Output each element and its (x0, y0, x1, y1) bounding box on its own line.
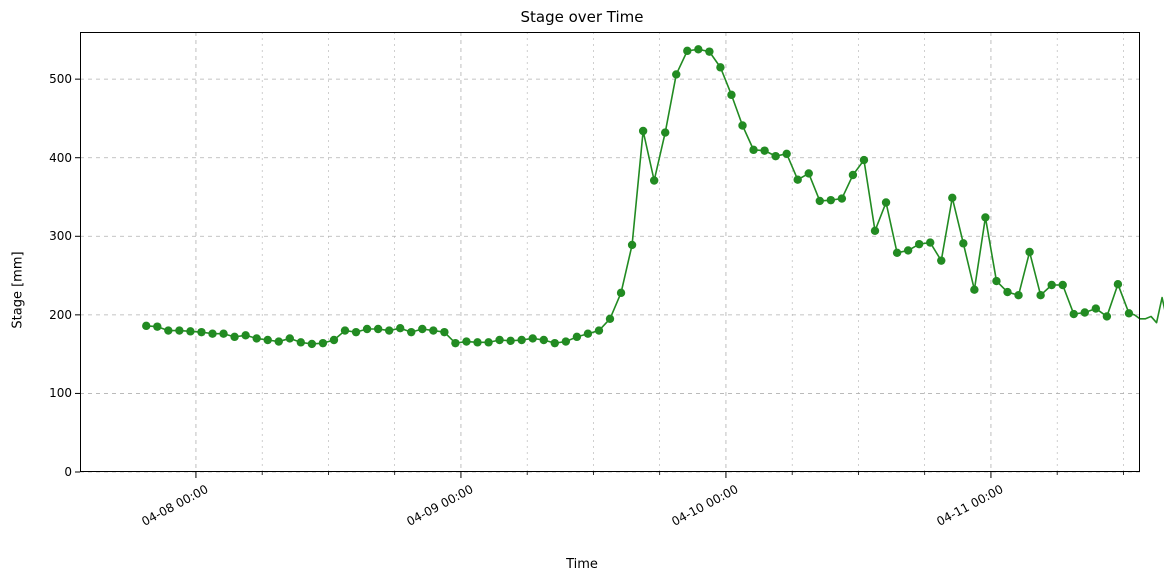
chart-title: Stage over Time (0, 8, 1164, 26)
y-tick-label: 500 (49, 72, 80, 86)
x-tick-label: 04-09 00:00 (389, 482, 475, 537)
stage-chart: Stage over Time Stage [mm] Time 01002003… (0, 0, 1164, 580)
y-axis-label: Stage [mm] (11, 251, 26, 328)
y-tick-label: 200 (49, 308, 80, 322)
x-tick-label: 04-08 00:00 (124, 482, 210, 537)
chart-svg (80, 32, 1140, 472)
x-tick-label: 04-11 00:00 (919, 482, 1005, 537)
x-tick-label: 04-10 00:00 (654, 482, 740, 537)
plot-area: 010020030040050004-08 00:0004-09 00:0004… (80, 32, 1140, 472)
y-tick-label: 400 (49, 151, 80, 165)
y-tick-label: 300 (49, 229, 80, 243)
y-tick-label: 0 (64, 465, 80, 479)
y-tick-label: 100 (49, 386, 80, 400)
x-axis-label: Time (0, 557, 1164, 572)
